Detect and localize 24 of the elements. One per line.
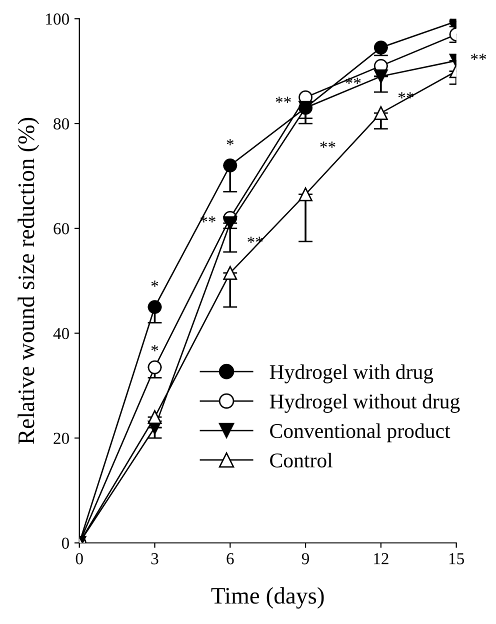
annotation: * <box>151 280 158 287</box>
y-axis-title: Relative wound size reduction (%) <box>18 118 40 444</box>
legend-label: Control <box>270 452 332 468</box>
y-tick-label: 100 <box>46 13 69 25</box>
x-tick-label: 15 <box>449 553 464 564</box>
x-tick-label: 12 <box>374 553 388 564</box>
annotation: * <box>151 345 158 352</box>
annotation: ** <box>276 96 291 103</box>
y-tick-label: 60 <box>54 223 69 234</box>
y-tick-label: 20 <box>54 432 69 444</box>
x-tick-label: 0 <box>76 553 83 564</box>
y-tick-label: 80 <box>54 118 69 130</box>
x-tick-label: 9 <box>302 553 310 564</box>
annotation: ** <box>320 142 336 148</box>
annotation: * <box>226 139 234 146</box>
x-axis-title: Time (days) <box>211 587 324 609</box>
legend-label: Conventional product <box>270 423 450 442</box>
annotation: ** <box>471 54 486 60</box>
y-tick-label: 40 <box>53 328 69 340</box>
y-tick-label: 0 <box>62 538 69 549</box>
legend-label: Hydrogel with drug <box>270 364 434 384</box>
legend-label: Hydrogel without drug <box>270 394 460 413</box>
x-tick-label: 3 <box>151 553 158 564</box>
x-tick-label: 6 <box>226 553 234 564</box>
